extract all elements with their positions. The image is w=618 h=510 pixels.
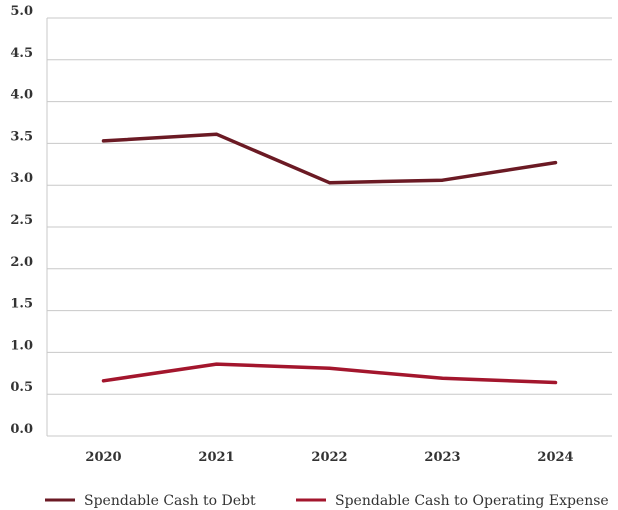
x-tick-label: 2022 bbox=[311, 450, 347, 465]
data-point bbox=[441, 178, 444, 182]
x-tick-label: 2023 bbox=[424, 450, 460, 465]
y-tick-label: 2.5 bbox=[10, 213, 33, 228]
legend-label: Spendable Cash to Debt bbox=[84, 493, 256, 509]
x-tick-label: 2020 bbox=[85, 450, 121, 465]
y-tick-label: 3.0 bbox=[10, 171, 33, 186]
series-lines bbox=[101, 132, 558, 385]
y-tick-label: 5.0 bbox=[10, 4, 33, 19]
gridlines bbox=[46, 17, 612, 437]
y-tick-label: 3.5 bbox=[10, 129, 33, 144]
y-tick-label: 1.0 bbox=[10, 338, 33, 353]
x-tick-label: 2024 bbox=[537, 450, 573, 465]
data-point bbox=[441, 376, 444, 380]
legend-label: Spendable Cash to Operating Expense bbox=[335, 493, 609, 509]
y-tick-label: 1.5 bbox=[10, 297, 33, 312]
y-axis-ticks: 0.0 0.5 1.0 1.5 2.0 2.5 3.0 3.5 4.0 4.5 5.0 bbox=[10, 4, 33, 437]
x-tick-label: 2021 bbox=[198, 450, 234, 465]
data-point bbox=[554, 161, 557, 165]
y-tick-label: 4.5 bbox=[10, 46, 33, 61]
data-point bbox=[102, 139, 105, 143]
y-tick-label: 0.5 bbox=[10, 380, 33, 395]
data-point bbox=[215, 132, 218, 136]
data-point bbox=[215, 362, 218, 366]
data-point bbox=[554, 380, 557, 384]
x-axis-ticks: 2020 2021 2022 2023 2024 bbox=[85, 450, 573, 465]
legend: Spendable Cash to Debt Spendable Cash to … bbox=[45, 493, 609, 509]
y-tick-label: 0.0 bbox=[10, 422, 33, 437]
series-line-1 bbox=[101, 132, 558, 185]
data-point bbox=[102, 379, 105, 383]
y-tick-label: 2.0 bbox=[10, 255, 33, 270]
data-point bbox=[328, 181, 331, 185]
data-point bbox=[328, 366, 331, 370]
y-tick-label: 4.0 bbox=[10, 88, 33, 103]
